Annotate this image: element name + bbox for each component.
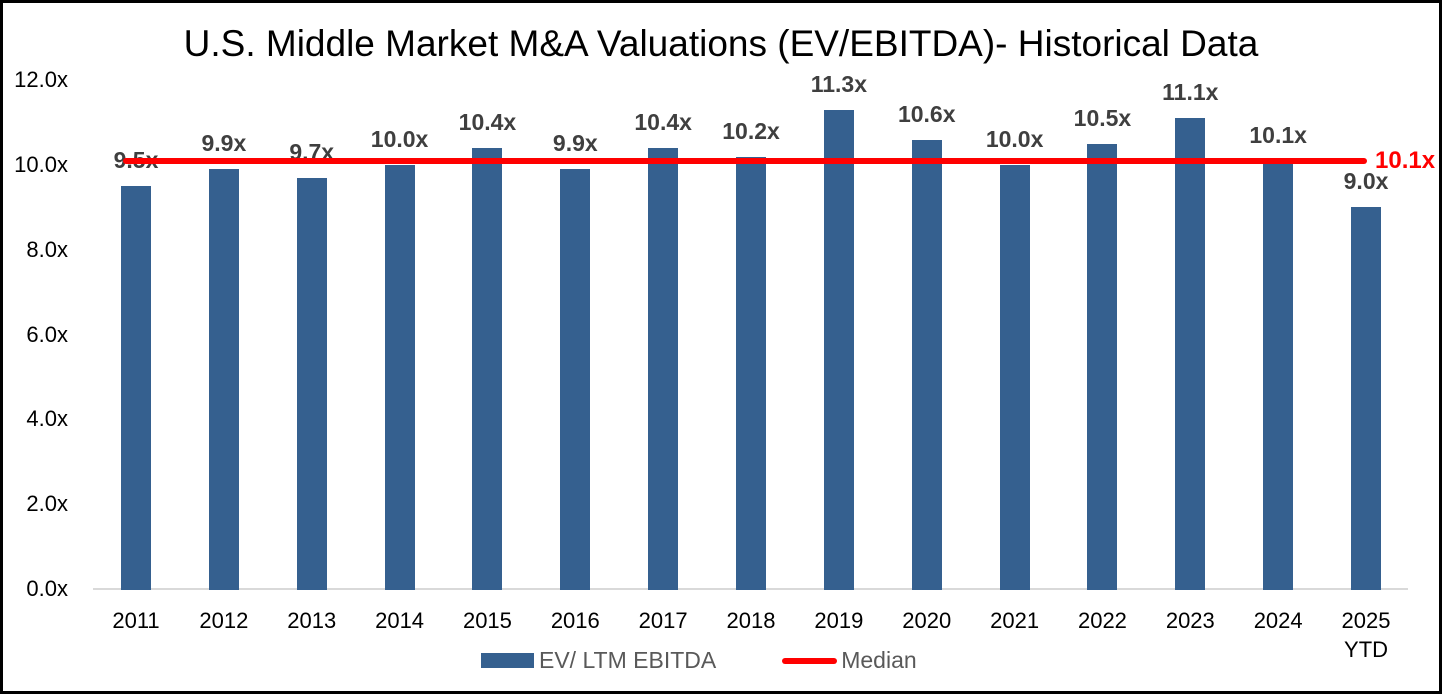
chart-title: U.S. Middle Market M&A Valuations (EV/EB… (183, 23, 1259, 64)
bar-value-label: 11.3x (810, 70, 868, 97)
x-axis-tick-label: 2013 (287, 608, 337, 633)
legend-median-label: Median (841, 647, 917, 673)
bar-value-label: 10.5x (1073, 104, 1132, 131)
bar (1263, 160, 1294, 590)
y-axis-tick-label: 4.0x (26, 406, 68, 432)
y-axis-tick-label: 6.0x (26, 321, 68, 347)
bar (1351, 207, 1382, 590)
bar (560, 169, 591, 590)
bar-value-label: 10.1x (1249, 121, 1307, 148)
bar (208, 169, 239, 590)
y-axis-tick-label: 10.0x (14, 152, 68, 177)
legend: EV/ LTM EBITDA Median (481, 647, 917, 674)
x-axis-tick-label: 2025 YTD (1341, 608, 1391, 662)
bar-value-label: 10.6x (897, 100, 956, 127)
x-axis-tick-label: 2023 (1165, 608, 1215, 633)
bar (999, 165, 1030, 590)
bar (1175, 118, 1206, 590)
bar-value-label: 11.1x (1162, 79, 1219, 106)
legend-series-swatch-icon (481, 653, 534, 668)
y-axis-tick-label: 2.0x (26, 491, 68, 517)
x-axis-tick-label: 2020 (902, 608, 952, 633)
bar-value-label: 9.9x (552, 130, 598, 157)
bar (736, 156, 767, 590)
x-axis-tick-label: 2016 (550, 608, 600, 633)
bar-value-label: 10.4x (634, 109, 692, 136)
x-axis-tick-label: 2014 (375, 608, 425, 633)
y-axis-tick-label: 12.0x (14, 67, 68, 93)
bar (648, 148, 679, 590)
bar-value-label: 9.0x (1343, 168, 1389, 195)
bar (823, 109, 854, 590)
bar (296, 177, 327, 590)
bar (911, 139, 942, 590)
median-value-label: 10.1x (1375, 146, 1436, 174)
legend-series-label: EV/ LTM EBITDA (539, 647, 717, 673)
bar (384, 165, 415, 590)
median-line (123, 157, 1367, 164)
bar (472, 148, 503, 590)
x-axis-tick-label: 2022 (1077, 608, 1127, 633)
bar (1087, 143, 1118, 590)
bar-value-label: 10.0x (370, 126, 429, 152)
bar-value-label: 10.0x (985, 126, 1044, 152)
x-axis-tick-label: 2018 (726, 608, 776, 633)
x-axis-tick-label: 2017 (638, 608, 688, 633)
y-axis-tick-label: 0.0x (26, 576, 68, 601)
x-axis-tick-label: 2019 (814, 608, 864, 633)
x-axis-tick-label: 2021 (990, 608, 1040, 633)
x-axis-tick-label: 2012 (199, 608, 249, 633)
y-axis-tick-label: 8.0x (26, 236, 68, 262)
bar-value-label: 9.9x (201, 130, 247, 157)
x-axis-tick-label: 2024 (1253, 608, 1303, 633)
bar (121, 186, 151, 590)
x-axis-tick-label: 2011 (112, 608, 160, 633)
bar-value-label: 10.2x (722, 117, 780, 144)
legend-median-swatch-icon (782, 657, 838, 664)
x-axis-tick-label: 2015 (462, 608, 512, 633)
bar-value-label: 10.4x (458, 109, 517, 136)
